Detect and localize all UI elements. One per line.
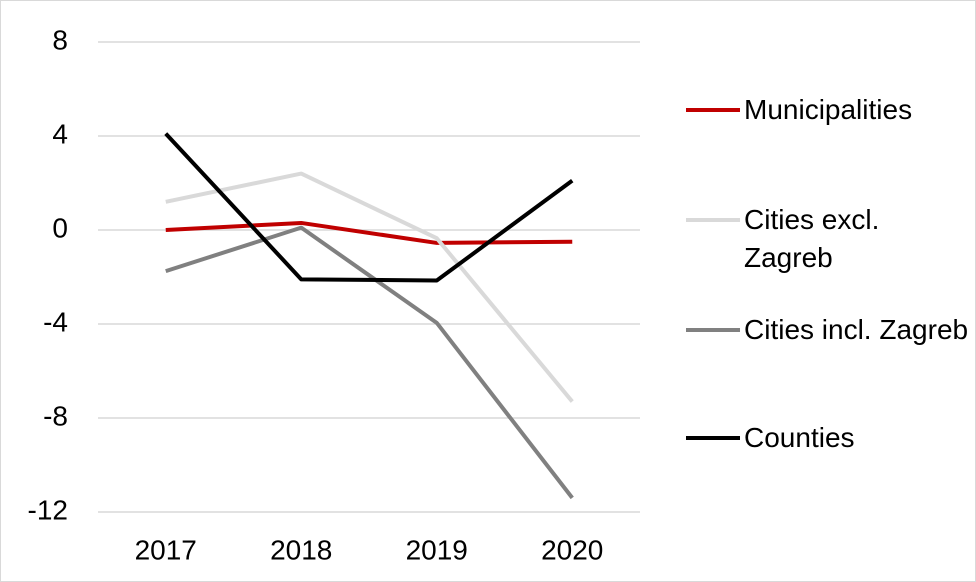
legend-item: Municipalities bbox=[686, 91, 971, 129]
legend-label: Cities excl. Zagreb bbox=[744, 204, 880, 273]
x-tick-label: 2019 bbox=[406, 534, 468, 565]
legend-label: Municipalities bbox=[744, 94, 913, 125]
series-line bbox=[165, 225, 574, 500]
legend-item: Cities incl. Zagreb bbox=[686, 311, 971, 349]
legend-swatch bbox=[686, 108, 740, 112]
y-tick-label: 0 bbox=[52, 212, 68, 243]
x-tick-label: 2017 bbox=[135, 534, 197, 565]
legend-item: Counties bbox=[686, 419, 971, 457]
legend-swatch bbox=[686, 436, 740, 440]
y-tick-label: -4 bbox=[43, 306, 68, 337]
series-line bbox=[165, 171, 574, 403]
series-line bbox=[164, 132, 574, 283]
legend-item: Cities excl. Zagreb bbox=[686, 201, 971, 277]
x-tick-label: 2020 bbox=[541, 534, 603, 565]
y-tick-label: -12 bbox=[28, 494, 68, 525]
legend-label: Cities incl. Zagreb bbox=[744, 314, 969, 345]
y-tick-label: 8 bbox=[52, 24, 68, 55]
legend-swatch bbox=[686, 328, 740, 332]
y-tick-label: -8 bbox=[43, 400, 68, 431]
series-line bbox=[165, 220, 573, 245]
legend-label: Counties bbox=[744, 422, 855, 453]
legend-swatch bbox=[686, 218, 740, 222]
x-tick-label: 2018 bbox=[270, 534, 332, 565]
y-tick-label: 4 bbox=[52, 118, 68, 149]
